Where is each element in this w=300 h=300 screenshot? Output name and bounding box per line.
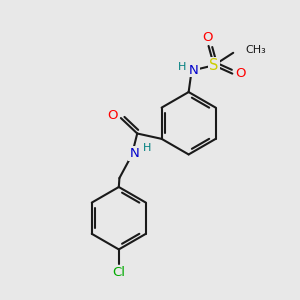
Text: N: N — [189, 64, 199, 76]
Text: H: H — [178, 62, 186, 72]
Text: O: O — [236, 67, 246, 80]
Text: Cl: Cl — [112, 266, 125, 279]
Text: CH₃: CH₃ — [246, 45, 266, 56]
Text: N: N — [129, 147, 139, 160]
Text: O: O — [107, 109, 118, 122]
Text: S: S — [209, 58, 219, 73]
Text: O: O — [203, 31, 213, 44]
Text: H: H — [143, 143, 152, 153]
